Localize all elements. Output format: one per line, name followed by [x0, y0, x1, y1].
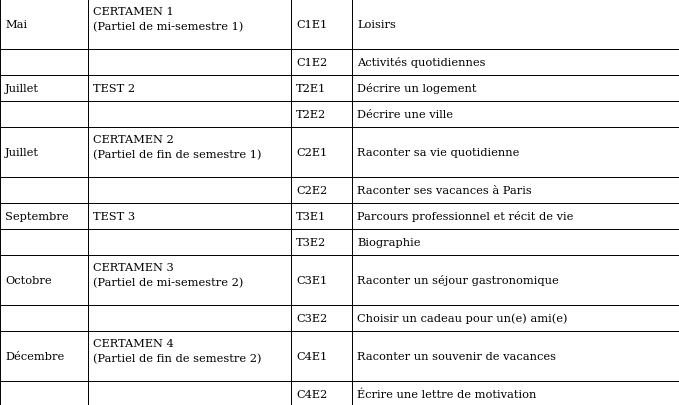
Bar: [352, 381, 679, 405]
Text: Juillet: Juillet: [5, 148, 39, 158]
Bar: [88, 76, 291, 102]
Bar: [88, 102, 291, 128]
Bar: [88, 203, 291, 230]
Bar: [352, 331, 679, 381]
Bar: [88, 0, 291, 50]
Bar: [0, 0, 88, 50]
Text: Biographie: Biographie: [357, 237, 420, 247]
Bar: [88, 177, 291, 203]
Text: Raconter un souvenir de vacances: Raconter un souvenir de vacances: [357, 351, 556, 361]
Text: TEST 2: TEST 2: [93, 84, 135, 94]
Text: Loisirs: Loisirs: [357, 20, 396, 30]
Bar: [352, 102, 679, 128]
Bar: [0, 305, 88, 331]
Text: Mai: Mai: [5, 20, 27, 30]
Text: Décrire une ville: Décrire une ville: [357, 110, 453, 120]
Text: T3E2: T3E2: [296, 237, 326, 247]
Text: Parcours professionnel et récit de vie: Parcours professionnel et récit de vie: [357, 211, 573, 222]
Bar: [291, 230, 352, 256]
Bar: [0, 102, 88, 128]
Bar: [88, 331, 291, 381]
Bar: [0, 381, 88, 405]
Bar: [0, 203, 88, 230]
Text: C2E2: C2E2: [296, 185, 327, 196]
Bar: [291, 381, 352, 405]
Bar: [291, 102, 352, 128]
Text: Septembre: Septembre: [5, 211, 69, 222]
Bar: [88, 50, 291, 76]
Bar: [0, 76, 88, 102]
Text: C1E1: C1E1: [296, 20, 327, 30]
Bar: [352, 203, 679, 230]
Bar: [352, 256, 679, 305]
Text: CERTAMEN 2
(Partiel de fin de semestre 1): CERTAMEN 2 (Partiel de fin de semestre 1…: [93, 135, 261, 160]
Bar: [352, 50, 679, 76]
Bar: [88, 381, 291, 405]
Bar: [352, 305, 679, 331]
Text: Décrire un logement: Décrire un logement: [357, 83, 477, 94]
Bar: [352, 0, 679, 50]
Text: Écrire une lettre de motivation: Écrire une lettre de motivation: [357, 389, 536, 399]
Bar: [88, 256, 291, 305]
Text: CERTAMEN 1
(Partiel de mi-semestre 1): CERTAMEN 1 (Partiel de mi-semestre 1): [93, 7, 243, 32]
Text: Raconter ses vacances à Paris: Raconter ses vacances à Paris: [357, 185, 532, 196]
Text: Choisir un cadeau pour un(e) ami(e): Choisir un cadeau pour un(e) ami(e): [357, 313, 568, 324]
Text: Raconter sa vie quotidienne: Raconter sa vie quotidienne: [357, 148, 519, 158]
Bar: [0, 331, 88, 381]
Bar: [0, 230, 88, 256]
Bar: [352, 177, 679, 203]
Text: C4E2: C4E2: [296, 389, 327, 399]
Text: CERTAMEN 4
(Partiel de fin de semestre 2): CERTAMEN 4 (Partiel de fin de semestre 2…: [93, 338, 261, 363]
Text: C3E1: C3E1: [296, 275, 327, 285]
Bar: [352, 128, 679, 177]
Bar: [88, 230, 291, 256]
Bar: [352, 230, 679, 256]
Text: Juillet: Juillet: [5, 84, 39, 94]
Bar: [291, 305, 352, 331]
Bar: [291, 177, 352, 203]
Bar: [0, 50, 88, 76]
Bar: [291, 76, 352, 102]
Text: Octobre: Octobre: [5, 275, 52, 285]
Bar: [291, 0, 352, 50]
Bar: [0, 256, 88, 305]
Text: C3E2: C3E2: [296, 313, 327, 323]
Text: C1E2: C1E2: [296, 58, 327, 68]
Text: Raconter un séjour gastronomique: Raconter un séjour gastronomique: [357, 275, 559, 286]
Bar: [88, 128, 291, 177]
Text: T3E1: T3E1: [296, 211, 326, 222]
Text: CERTAMEN 3
(Partiel de mi-semestre 2): CERTAMEN 3 (Partiel de mi-semestre 2): [93, 262, 243, 287]
Bar: [88, 305, 291, 331]
Bar: [291, 128, 352, 177]
Bar: [291, 256, 352, 305]
Text: C2E1: C2E1: [296, 148, 327, 158]
Bar: [291, 203, 352, 230]
Text: C4E1: C4E1: [296, 351, 327, 361]
Bar: [0, 177, 88, 203]
Text: TEST 3: TEST 3: [93, 211, 135, 222]
Text: T2E1: T2E1: [296, 84, 326, 94]
Bar: [352, 76, 679, 102]
Text: Décembre: Décembre: [5, 351, 65, 361]
Bar: [291, 331, 352, 381]
Bar: [0, 128, 88, 177]
Text: T2E2: T2E2: [296, 110, 326, 120]
Text: Activités quotidiennes: Activités quotidiennes: [357, 58, 485, 68]
Bar: [291, 50, 352, 76]
